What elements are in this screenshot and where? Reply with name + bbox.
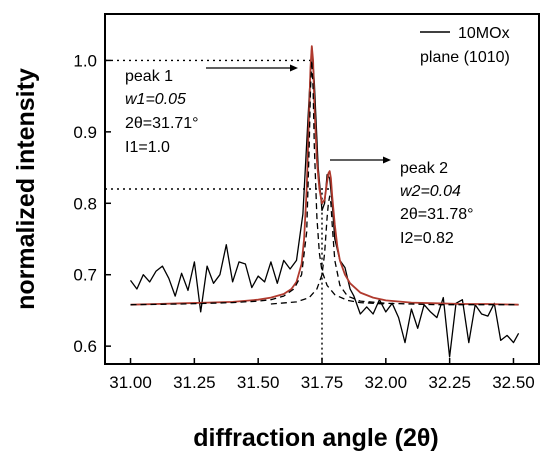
peak2-label: peak 2 [400,160,448,177]
y-tick-label: 0.9 [73,123,97,142]
peak1-annotation: peak 1 w1=0.05 2θ=31.71° I1=1.0 [125,64,298,156]
y-tick-label: 1.0 [73,51,97,70]
y-axis-label: normalized intensity [12,68,40,310]
peak2-intensity: I2=0.82 [400,230,454,247]
peak1-angle: 2θ=31.71° [125,115,199,132]
y-tick-label: 0.8 [73,194,97,213]
peak2-width: w2=0.04 [400,183,461,200]
peak1-intensity: I1=1.0 [125,139,170,156]
y-tick-label: 0.6 [73,337,97,356]
legend-series-label: 10MOx [458,25,510,42]
x-tick-label: 32.00 [365,373,408,392]
series-line-1 [130,45,519,306]
series-line-0 [129,45,520,358]
peak2-arrowhead [383,156,391,164]
legend: 10MOx plane (1010) [420,25,510,66]
legend-plane-label: plane (1010) [420,49,510,66]
peak1-width: w1=0.05 [125,91,186,108]
peak1-arrowhead [290,64,298,72]
peak1-label: peak 1 [125,68,173,85]
peak2-angle: 2θ=31.78° [400,206,474,223]
x-tick-label: 31.25 [173,373,216,392]
x-tick-label: 32.25 [428,373,471,392]
x-tick-label: 31.50 [237,373,280,392]
series-line-3 [270,195,519,306]
x-tick-label: 31.75 [301,373,344,392]
x-tick-label: 32.50 [492,373,535,392]
x-tick-label: 31.00 [109,373,152,392]
peak2-annotation: peak 2 w2=0.04 2θ=31.78° I2=0.82 [330,156,474,247]
series-line-2 [130,59,386,306]
x-axis-label: diffraction angle (2θ) [193,424,438,452]
y-tick-label: 0.7 [73,266,97,285]
